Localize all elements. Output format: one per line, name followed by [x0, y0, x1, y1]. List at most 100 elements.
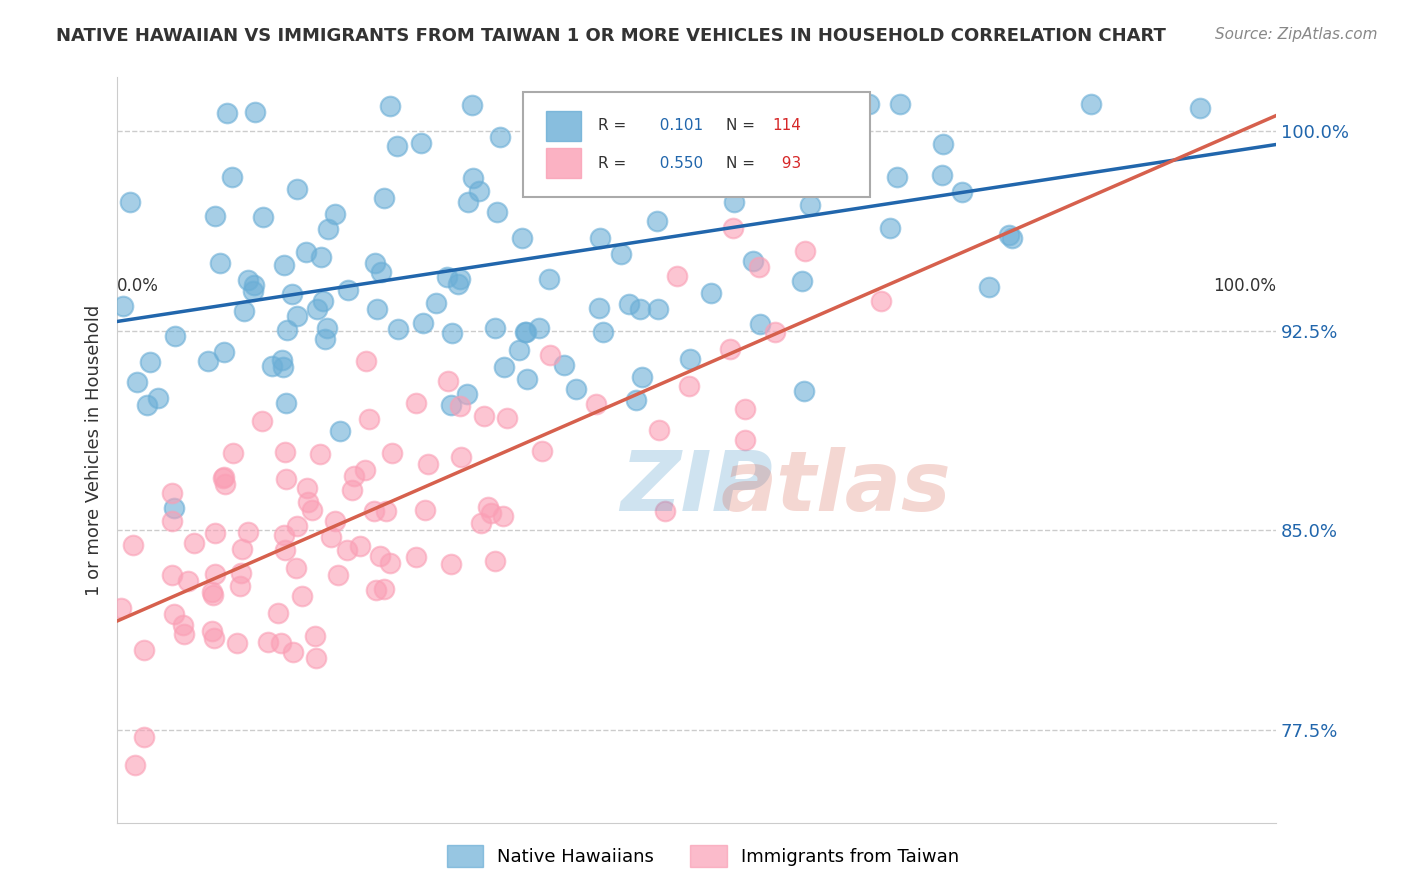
- Immigrants from Taiwan: [285, 518, 308, 533]
- Native Hawaiians: [127, 375, 149, 389]
- Immigrants from Taiwan: [472, 409, 495, 423]
- Native Hawaiians: [409, 136, 432, 150]
- Native Hawaiians: [932, 136, 955, 151]
- Immigrants from Taiwan: [273, 528, 295, 542]
- Native Hawaiians: [610, 246, 633, 260]
- Immigrants from Taiwan: [450, 450, 472, 464]
- Immigrants from Taiwan: [647, 423, 669, 437]
- Immigrants from Taiwan: [201, 584, 224, 599]
- Native Hawaiians: [457, 195, 479, 210]
- Native Hawaiians: [252, 210, 274, 224]
- Native Hawaiians: [565, 382, 588, 396]
- Native Hawaiians: [529, 320, 551, 334]
- Native Hawaiians: [676, 161, 699, 176]
- Native Hawaiians: [271, 353, 294, 368]
- Native Hawaiians: [538, 271, 561, 285]
- Native Hawaiians: [456, 387, 478, 401]
- Native Hawaiians: [841, 97, 863, 112]
- Immigrants from Taiwan: [283, 645, 305, 659]
- Immigrants from Taiwan: [214, 476, 236, 491]
- Text: R =: R =: [598, 156, 626, 170]
- Native Hawaiians: [323, 207, 346, 221]
- Native Hawaiians: [242, 284, 264, 298]
- Native Hawaiians: [233, 304, 256, 318]
- Native Hawaiians: [484, 321, 506, 335]
- Native Hawaiians: [281, 286, 304, 301]
- Native Hawaiians: [440, 326, 463, 340]
- Native Hawaiians: [508, 343, 530, 358]
- Immigrants from Taiwan: [405, 396, 427, 410]
- Native Hawaiians: [516, 372, 538, 386]
- Native Hawaiians: [447, 277, 470, 291]
- Immigrants from Taiwan: [470, 516, 492, 530]
- Native Hawaiians: [997, 227, 1019, 242]
- Native Hawaiians: [460, 98, 482, 112]
- Native Hawaiians: [792, 274, 814, 288]
- Immigrants from Taiwan: [291, 589, 314, 603]
- Text: Source: ZipAtlas.com: Source: ZipAtlas.com: [1215, 27, 1378, 42]
- Text: N =: N =: [725, 156, 755, 170]
- Native Hawaiians: [731, 120, 754, 134]
- Native Hawaiians: [449, 272, 471, 286]
- Immigrants from Taiwan: [721, 220, 744, 235]
- Immigrants from Taiwan: [748, 260, 770, 274]
- Text: NATIVE HAWAIIAN VS IMMIGRANTS FROM TAIWAN 1 OR MORE VEHICLES IN HOUSEHOLD CORREL: NATIVE HAWAIIAN VS IMMIGRANTS FROM TAIWA…: [56, 27, 1166, 45]
- Native Hawaiians: [221, 169, 243, 184]
- Native Hawaiians: [197, 353, 219, 368]
- Native Hawaiians: [312, 294, 335, 309]
- Native Hawaiians: [440, 398, 463, 412]
- Immigrants from Taiwan: [124, 757, 146, 772]
- Native Hawaiians: [889, 97, 911, 112]
- Native Hawaiians: [245, 104, 267, 119]
- Immigrants from Taiwan: [342, 469, 364, 483]
- Native Hawaiians: [436, 269, 458, 284]
- Immigrants from Taiwan: [413, 503, 436, 517]
- Immigrants from Taiwan: [270, 636, 292, 650]
- Native Hawaiians: [139, 355, 162, 369]
- Native Hawaiians: [977, 280, 1000, 294]
- Immigrants from Taiwan: [202, 631, 225, 645]
- Immigrants from Taiwan: [274, 472, 297, 486]
- Native Hawaiians: [606, 97, 628, 112]
- Native Hawaiians: [373, 191, 395, 205]
- Native Hawaiians: [1080, 97, 1102, 112]
- Native Hawaiians: [285, 182, 308, 196]
- Immigrants from Taiwan: [267, 607, 290, 621]
- Immigrants from Taiwan: [132, 642, 155, 657]
- Immigrants from Taiwan: [585, 397, 607, 411]
- Native Hawaiians: [579, 173, 602, 187]
- Native Hawaiians: [135, 398, 157, 412]
- Immigrants from Taiwan: [373, 582, 395, 597]
- Native Hawaiians: [370, 265, 392, 279]
- Native Hawaiians: [380, 99, 402, 113]
- Native Hawaiians: [592, 325, 614, 339]
- Immigrants from Taiwan: [229, 579, 252, 593]
- Native Hawaiians: [631, 369, 654, 384]
- Immigrants from Taiwan: [405, 550, 427, 565]
- Native Hawaiians: [589, 230, 612, 244]
- Immigrants from Taiwan: [238, 525, 260, 540]
- Native Hawaiians: [561, 177, 583, 191]
- Native Hawaiians: [118, 195, 141, 210]
- Immigrants from Taiwan: [323, 514, 346, 528]
- Native Hawaiians: [931, 168, 953, 182]
- Immigrants from Taiwan: [354, 463, 377, 477]
- Native Hawaiians: [486, 205, 509, 219]
- Text: 114: 114: [772, 119, 801, 134]
- Native Hawaiians: [165, 329, 187, 343]
- Text: N =: N =: [725, 119, 759, 134]
- Native Hawaiians: [305, 301, 328, 316]
- Immigrants from Taiwan: [718, 342, 741, 356]
- Immigrants from Taiwan: [110, 600, 132, 615]
- Immigrants from Taiwan: [793, 244, 815, 258]
- Immigrants from Taiwan: [484, 554, 506, 568]
- Native Hawaiians: [814, 97, 837, 112]
- Immigrants from Taiwan: [160, 486, 183, 500]
- Immigrants from Taiwan: [364, 582, 387, 597]
- Immigrants from Taiwan: [440, 557, 463, 571]
- Native Hawaiians: [314, 333, 336, 347]
- Native Hawaiians: [412, 316, 434, 330]
- Native Hawaiians: [111, 299, 134, 313]
- Native Hawaiians: [858, 97, 880, 112]
- Immigrants from Taiwan: [160, 514, 183, 528]
